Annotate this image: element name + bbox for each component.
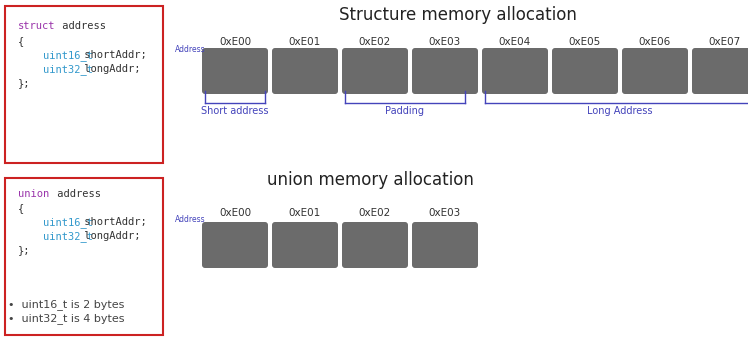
Text: union memory allocation: union memory allocation xyxy=(266,171,473,189)
FancyBboxPatch shape xyxy=(482,48,548,94)
Text: Structure memory allocation: Structure memory allocation xyxy=(339,6,577,24)
Text: address: address xyxy=(56,21,106,31)
FancyBboxPatch shape xyxy=(202,48,268,94)
Text: •  uint32_t is 4 bytes: • uint32_t is 4 bytes xyxy=(8,314,124,324)
FancyBboxPatch shape xyxy=(412,222,478,268)
Text: 0xE01: 0xE01 xyxy=(289,37,321,47)
Text: longAddr;: longAddr; xyxy=(78,64,141,74)
Text: Short address: Short address xyxy=(201,106,269,116)
Text: Long Address: Long Address xyxy=(587,106,653,116)
Text: longAddr;: longAddr; xyxy=(78,231,141,241)
Text: 0xE03: 0xE03 xyxy=(429,37,461,47)
Text: 0xE07: 0xE07 xyxy=(709,37,741,47)
FancyBboxPatch shape xyxy=(5,6,163,163)
FancyBboxPatch shape xyxy=(692,48,748,94)
Text: Address: Address xyxy=(175,216,206,224)
Text: 0xE01: 0xE01 xyxy=(289,208,321,218)
FancyBboxPatch shape xyxy=(342,222,408,268)
Text: Address: Address xyxy=(175,44,206,54)
Text: 0xE02: 0xE02 xyxy=(359,37,391,47)
Text: address: address xyxy=(51,189,101,199)
FancyBboxPatch shape xyxy=(272,222,338,268)
FancyBboxPatch shape xyxy=(202,222,268,268)
Text: uint16_t: uint16_t xyxy=(18,217,93,228)
FancyBboxPatch shape xyxy=(622,48,688,94)
Text: 0xE02: 0xE02 xyxy=(359,208,391,218)
Text: };: }; xyxy=(18,245,31,255)
Text: 0xE05: 0xE05 xyxy=(569,37,601,47)
Text: 0xE04: 0xE04 xyxy=(499,37,531,47)
Text: struct: struct xyxy=(18,21,55,31)
Text: 0xE00: 0xE00 xyxy=(219,208,251,218)
Text: uint16_t: uint16_t xyxy=(18,50,93,61)
FancyBboxPatch shape xyxy=(342,48,408,94)
FancyBboxPatch shape xyxy=(412,48,478,94)
Text: 0xE06: 0xE06 xyxy=(639,37,671,47)
Text: {: { xyxy=(18,203,24,213)
Text: 0xE00: 0xE00 xyxy=(219,37,251,47)
FancyBboxPatch shape xyxy=(272,48,338,94)
Text: shortAddr;: shortAddr; xyxy=(78,217,147,227)
Text: •  uint16_t is 2 bytes: • uint16_t is 2 bytes xyxy=(8,300,124,311)
Text: {: { xyxy=(18,36,24,46)
Text: };: }; xyxy=(18,78,31,88)
Text: union: union xyxy=(18,189,49,199)
FancyBboxPatch shape xyxy=(552,48,618,94)
Text: shortAddr;: shortAddr; xyxy=(78,50,147,60)
Text: uint32_t: uint32_t xyxy=(18,231,93,242)
FancyBboxPatch shape xyxy=(5,178,163,335)
Text: uint32_t: uint32_t xyxy=(18,64,93,75)
Text: 0xE03: 0xE03 xyxy=(429,208,461,218)
Text: Padding: Padding xyxy=(385,106,425,116)
